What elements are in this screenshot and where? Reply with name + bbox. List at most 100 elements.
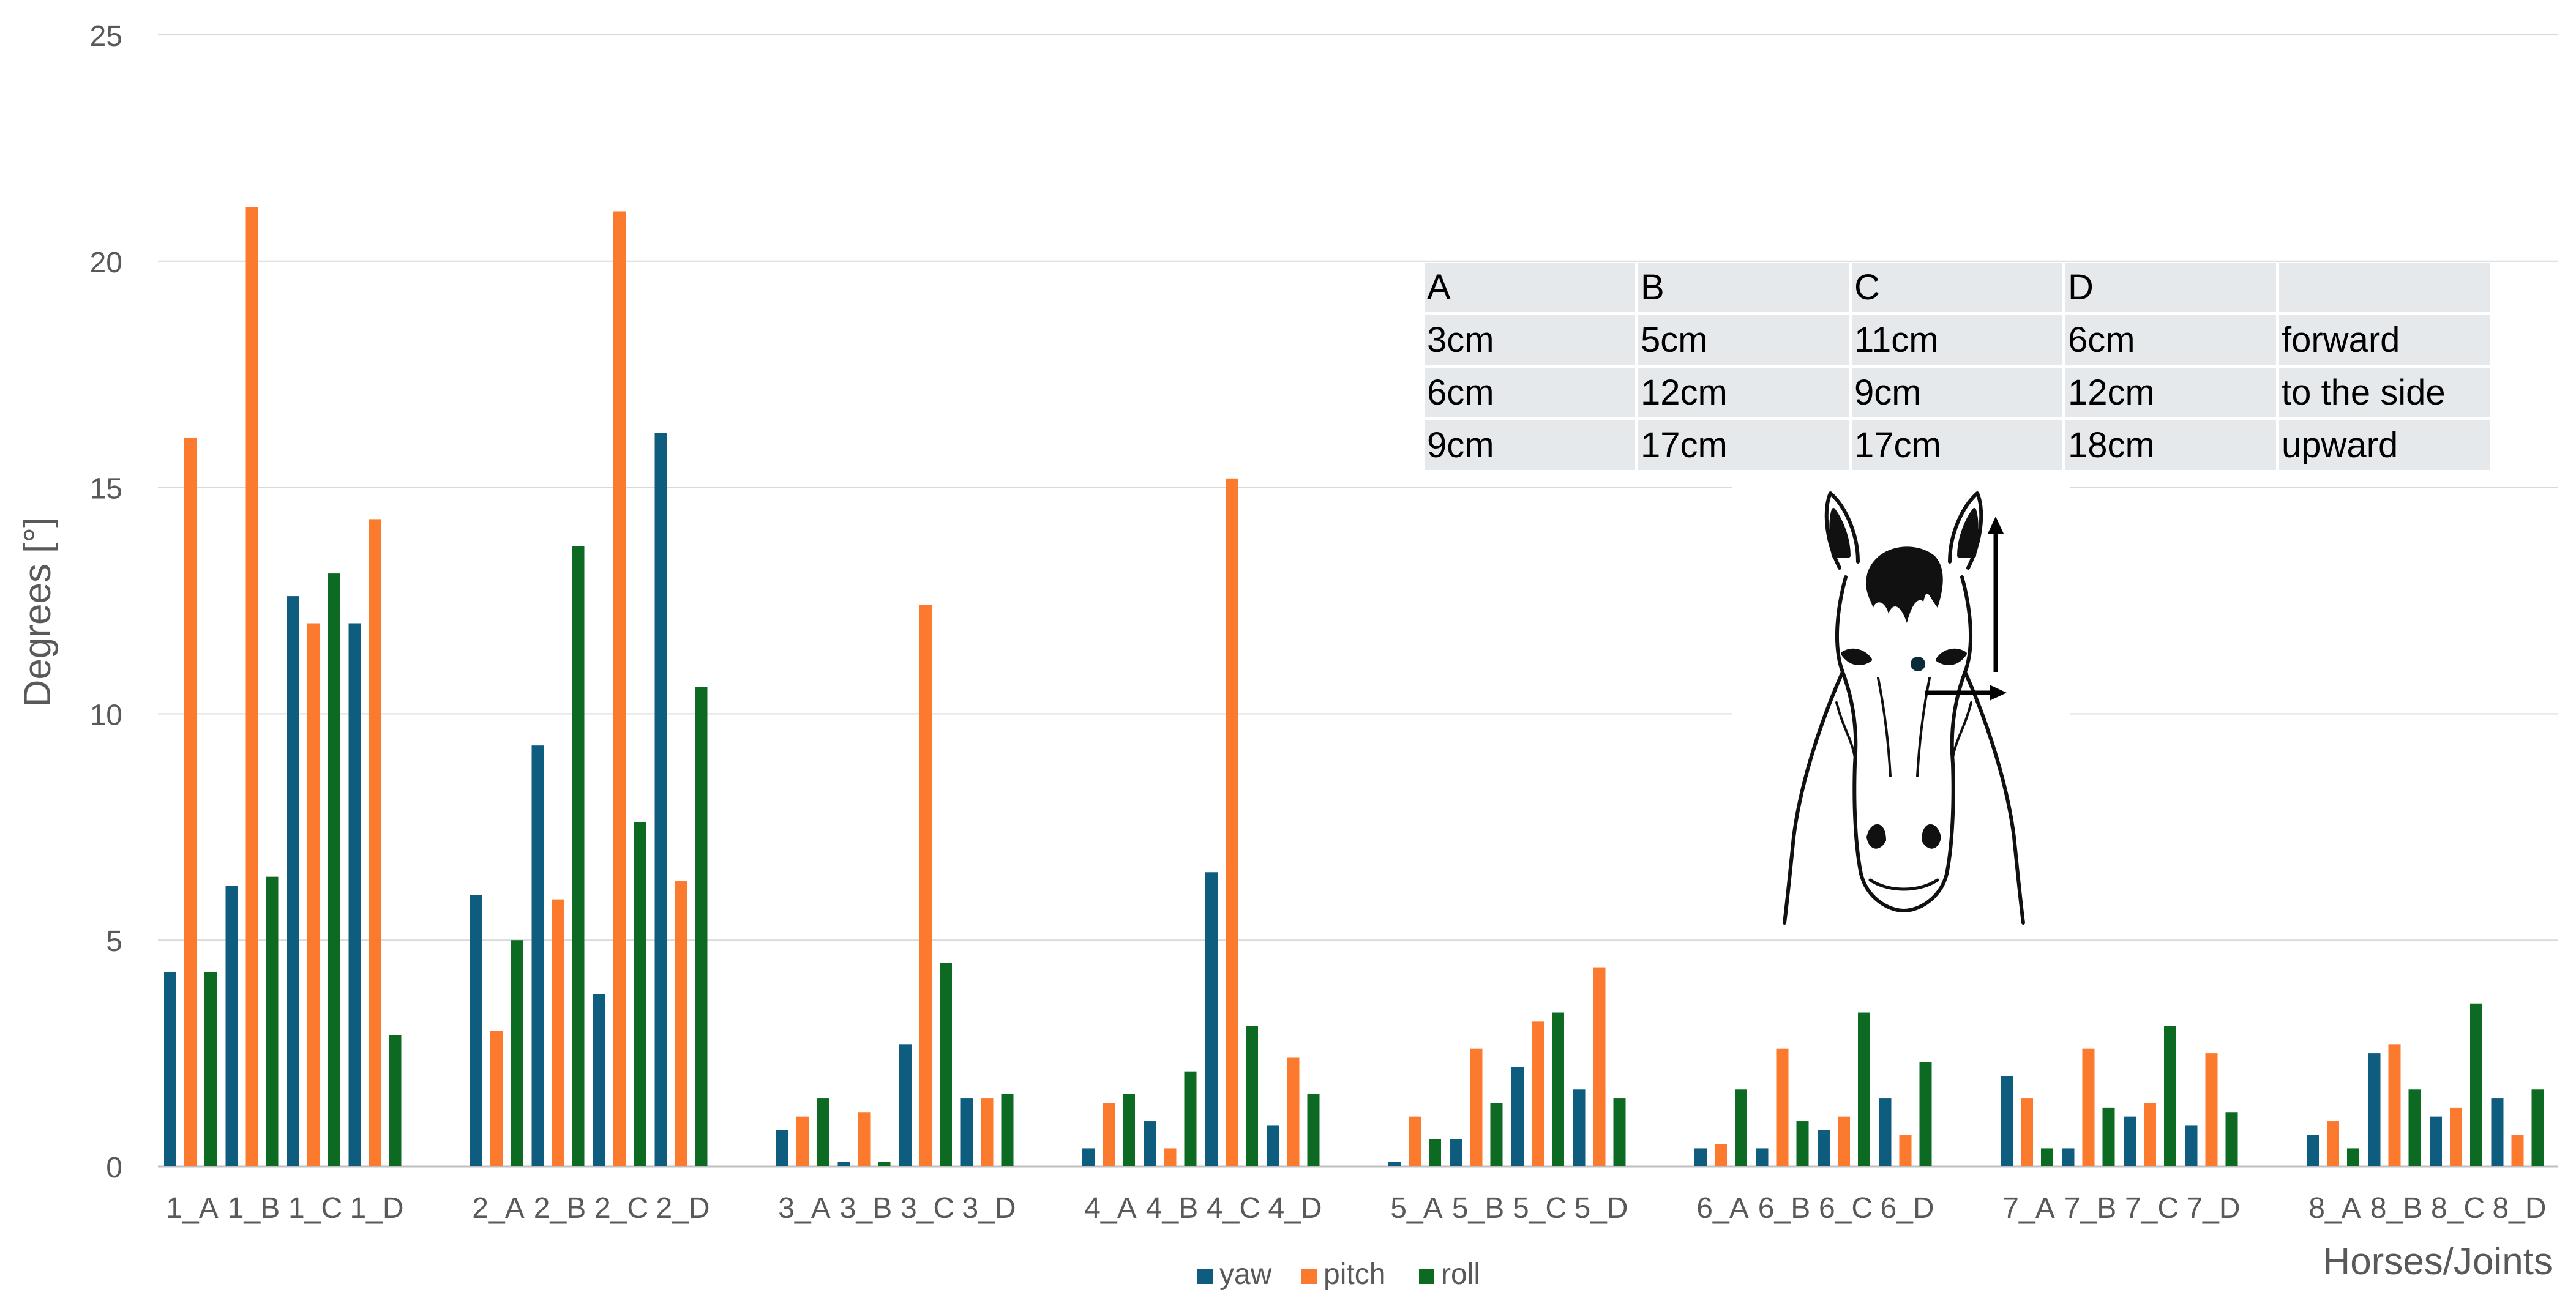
bar-yaw-8_D xyxy=(2491,1098,2504,1166)
table-cell: upward xyxy=(2279,420,2490,470)
legend-label-roll: roll xyxy=(1441,1258,1480,1291)
bar-roll-3_B xyxy=(878,1162,891,1166)
bar-pitch-2_A xyxy=(490,1031,503,1166)
x-tick-label: 4_D xyxy=(1268,1192,1322,1225)
joint-offset-table: A B C D 3cm 5cm 11cm 6cm forward 6cm 12cm 9cm 12cm to… xyxy=(1421,259,2493,473)
x-tick-label: 4_A xyxy=(1084,1192,1136,1225)
y-axis-label: Degrees [°] xyxy=(17,517,59,707)
bar-yaw-3_D xyxy=(960,1098,973,1166)
bar-roll-3_A xyxy=(817,1098,829,1166)
bar-pitch-2_C xyxy=(613,211,626,1167)
table-cell: 6cm xyxy=(2065,315,2276,365)
x-tick-label: 4_B xyxy=(1146,1192,1198,1225)
bar-pitch-3_D xyxy=(981,1098,994,1166)
x-tick-label: 5_B xyxy=(1452,1192,1504,1225)
bar-yaw-3_B xyxy=(837,1162,850,1166)
legend-swatch-roll xyxy=(1419,1269,1434,1284)
x-tick-label: 8_B xyxy=(2370,1192,2422,1225)
legend-swatch-yaw xyxy=(1197,1269,1213,1284)
table-cell: 6cm xyxy=(1425,368,1635,417)
bar-yaw-5_D xyxy=(1573,1089,1586,1166)
bar-pitch-4_D xyxy=(1287,1057,1300,1166)
y-tick-label: 15 xyxy=(90,473,122,505)
x-tick-label: 2_C xyxy=(594,1192,648,1225)
legend: yaw pitch roll xyxy=(1197,1258,1480,1291)
bar-pitch-1_C xyxy=(307,623,320,1166)
y-tick-label: 20 xyxy=(90,247,122,279)
x-tick-label: 2_D xyxy=(656,1192,710,1225)
bar-roll-5_A xyxy=(1429,1139,1441,1166)
x-tick-label: 1_A xyxy=(166,1192,218,1225)
bar-yaw-4_C xyxy=(1205,872,1218,1166)
bar-roll-7_D xyxy=(2225,1112,2238,1166)
x-tick-label: 5_D xyxy=(1574,1192,1628,1225)
table-cell: D xyxy=(2065,263,2276,312)
y-tick-label: 0 xyxy=(106,1152,122,1184)
bar-pitch-5_A xyxy=(1409,1116,1421,1166)
bar-yaw-6_C xyxy=(1818,1130,1830,1166)
table-cell: 11cm xyxy=(1852,315,2062,365)
bar-yaw-4_B xyxy=(1144,1121,1156,1166)
bar-pitch-7_A xyxy=(2021,1098,2033,1166)
bar-pitch-6_A xyxy=(1715,1144,1727,1166)
x-tick-label: 6_B xyxy=(1758,1192,1810,1225)
bar-yaw-1_A xyxy=(164,971,176,1166)
x-tick-label: 1_D xyxy=(350,1192,403,1225)
y-tick-label: 5 xyxy=(106,925,122,958)
bar-pitch-8_A xyxy=(2327,1121,2339,1166)
bar-roll-8_D xyxy=(2531,1089,2544,1166)
bar-pitch-2_D xyxy=(675,881,687,1166)
bar-yaw-2_D xyxy=(654,433,667,1166)
table-cell: 12cm xyxy=(1638,368,1849,417)
bar-roll-2_C xyxy=(634,822,646,1166)
x-tick-label: 6_D xyxy=(1880,1192,1934,1225)
x-tick-label: 5_C xyxy=(1513,1192,1567,1225)
bar-pitch-5_D xyxy=(1593,967,1606,1166)
bar-roll-6_C xyxy=(1858,1012,1870,1166)
table-cell: 12cm xyxy=(2065,368,2276,417)
table-cell: 3cm xyxy=(1425,315,1635,365)
bar-yaw-1_C xyxy=(287,596,299,1166)
bar-yaw-7_C xyxy=(2124,1116,2136,1166)
table-cell: B xyxy=(1638,263,1849,312)
bar-roll-4_B xyxy=(1184,1071,1197,1166)
bar-pitch-7_C xyxy=(2144,1103,2156,1166)
y-tick-label: 10 xyxy=(90,699,122,731)
x-tick-label: 8_C xyxy=(2431,1192,2485,1225)
bar-roll-6_A xyxy=(1735,1089,1747,1166)
bar-yaw-6_B xyxy=(1756,1148,1769,1166)
bar-roll-1_A xyxy=(204,971,217,1166)
bar-yaw-6_A xyxy=(1694,1148,1707,1166)
x-tick-label: 6_C xyxy=(1819,1192,1873,1225)
bar-roll-7_B xyxy=(2102,1107,2115,1166)
bar-roll-4_A xyxy=(1123,1094,1135,1166)
bar-yaw-8_C xyxy=(2430,1116,2442,1166)
bar-yaw-4_D xyxy=(1267,1125,1279,1166)
bar-yaw-7_B xyxy=(2062,1148,2075,1166)
bar-yaw-1_D xyxy=(348,623,361,1166)
bar-roll-2_D xyxy=(695,687,708,1166)
table-cell: 9cm xyxy=(1425,420,1635,470)
bar-roll-5_D xyxy=(1613,1098,1626,1166)
x-tick-label: 7_A xyxy=(2002,1192,2054,1225)
x-tick-label: 4_C xyxy=(1207,1192,1260,1225)
bar-pitch-7_B xyxy=(2082,1048,2095,1166)
bar-pitch-4_C xyxy=(1226,478,1238,1166)
bar-yaw-2_A xyxy=(470,895,482,1166)
bar-yaw-3_C xyxy=(899,1044,912,1166)
bar-roll-8_C xyxy=(2470,1003,2482,1166)
bar-yaw-2_B xyxy=(531,745,544,1166)
bar-pitch-1_A xyxy=(184,438,197,1166)
y-tick-label: 25 xyxy=(90,20,122,53)
bar-roll-4_D xyxy=(1307,1094,1320,1166)
x-tick-label: 7_D xyxy=(2186,1192,2240,1225)
joint-marker-icon xyxy=(1911,657,1925,671)
x-tick-label: 1_C xyxy=(288,1192,342,1225)
horse-head-icon xyxy=(1783,491,2025,925)
horse-illustration xyxy=(1732,470,2070,936)
bar-yaw-3_A xyxy=(776,1130,788,1166)
bar-pitch-3_C xyxy=(919,605,932,1166)
table-row: 6cm 12cm 9cm 12cm to the side xyxy=(1425,368,2490,417)
table-cell: forward xyxy=(2279,315,2490,365)
